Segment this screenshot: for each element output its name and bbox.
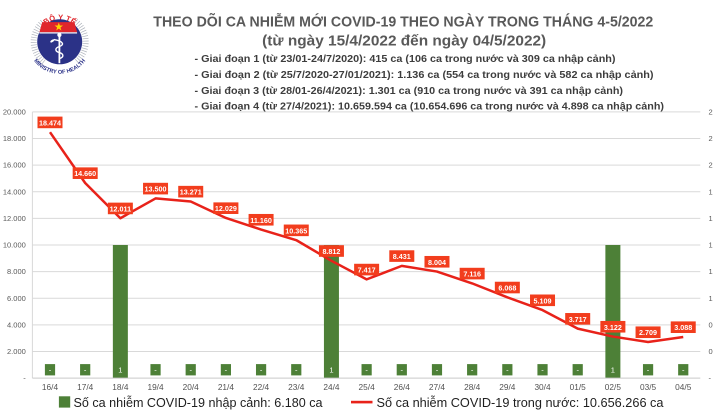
svg-text:7.417: 7.417: [358, 266, 376, 275]
svg-text:THEO DÕI CA NHIỄM MỚI COVID-19: THEO DÕI CA NHIỄM MỚI COVID-19 THEO NGÀY…: [153, 12, 653, 30]
svg-text:8.812: 8.812: [322, 247, 340, 256]
svg-text:21/4: 21/4: [218, 382, 235, 392]
svg-text:1: 1: [709, 241, 713, 250]
svg-text:13.271: 13.271: [180, 188, 202, 197]
svg-text:1: 1: [709, 187, 713, 196]
svg-text:16.000: 16.000: [3, 161, 26, 170]
svg-text:-: -: [295, 365, 298, 374]
svg-text:20/4: 20/4: [183, 382, 200, 392]
svg-text:- Giai đoạn 2 (từ 25/7/2020-27: - Giai đoạn 2 (từ 25/7/2020-27/01/2021):…: [195, 70, 654, 81]
svg-text:18/4: 18/4: [112, 382, 129, 392]
svg-text:2: 2: [709, 161, 713, 170]
svg-text:28/4: 28/4: [464, 382, 481, 392]
svg-text:30/4: 30/4: [534, 382, 551, 392]
svg-text:-: -: [436, 365, 439, 374]
svg-text:8.004: 8.004: [428, 258, 446, 267]
svg-text:27/4: 27/4: [429, 382, 446, 392]
svg-text:-: -: [506, 365, 509, 374]
svg-text:23/4: 23/4: [288, 382, 305, 392]
svg-text:-: -: [471, 365, 474, 374]
svg-text:-: -: [682, 365, 685, 374]
svg-text:-: -: [365, 365, 368, 374]
svg-text:6.068: 6.068: [498, 284, 516, 293]
svg-text:29/4: 29/4: [499, 382, 516, 392]
svg-text:18.000: 18.000: [3, 134, 26, 143]
svg-text:20.000: 20.000: [3, 108, 26, 117]
svg-text:1: 1: [118, 365, 122, 374]
svg-text:16/4: 16/4: [42, 382, 59, 392]
svg-text:-: -: [49, 365, 52, 374]
svg-text:8.431: 8.431: [393, 252, 411, 261]
svg-text:01/5: 01/5: [570, 382, 587, 392]
svg-text:-: -: [23, 374, 26, 383]
svg-text:3.122: 3.122: [604, 323, 622, 332]
svg-text:18.474: 18.474: [39, 118, 61, 127]
svg-text:0: 0: [709, 320, 713, 329]
svg-text:14.000: 14.000: [3, 187, 26, 196]
svg-text:03/5: 03/5: [640, 382, 657, 392]
svg-text:0: 0: [709, 347, 713, 356]
svg-text:10.365: 10.365: [285, 226, 307, 235]
svg-text:11.160: 11.160: [250, 216, 272, 225]
svg-text:25/4: 25/4: [359, 382, 376, 392]
svg-text:12.011: 12.011: [110, 204, 132, 213]
svg-text:7.116: 7.116: [463, 270, 481, 279]
svg-text:26/4: 26/4: [394, 382, 411, 392]
svg-text:-: -: [260, 365, 263, 374]
svg-text:12.029: 12.029: [215, 204, 237, 213]
svg-text:-: -: [541, 365, 544, 374]
svg-text:- Giai đoạn 4 (từ 27/4/2021):: - Giai đoạn 4 (từ 27/4/2021): 10.659.594…: [195, 102, 665, 113]
svg-text:2.000: 2.000: [7, 347, 26, 356]
svg-text:4.000: 4.000: [7, 320, 26, 329]
svg-text:8.000: 8.000: [7, 267, 26, 276]
svg-text:3.717: 3.717: [569, 315, 587, 324]
svg-text:Số ca nhiễm COVID-19 trong nướ: Số ca nhiễm COVID-19 trong nước: 10.656.…: [377, 395, 664, 410]
svg-text:- Giai đoạn 1 (từ 23/01-24/7/2: - Giai đoạn 1 (từ 23/01-24/7/2020): 415 …: [195, 54, 616, 65]
svg-text:-: -: [225, 365, 228, 374]
svg-text:1: 1: [329, 365, 333, 374]
svg-text:22/4: 22/4: [253, 382, 270, 392]
svg-text:1: 1: [709, 214, 713, 223]
svg-text:-: -: [709, 374, 712, 383]
svg-text:- Giai đoạn 3 (từ 28/01-26/4/2: - Giai đoạn 3 (từ 28/01-26/4/2021): 1.30…: [195, 86, 624, 97]
svg-text:5.109: 5.109: [534, 296, 552, 305]
svg-text:17/4: 17/4: [77, 382, 94, 392]
svg-text:-: -: [401, 365, 404, 374]
svg-text:2.709: 2.709: [639, 328, 657, 337]
svg-text:-: -: [84, 365, 87, 374]
svg-text:(từ ngày 15/4/2022 đến ngày 04: (từ ngày 15/4/2022 đến ngày 04/5/2022): [262, 33, 546, 49]
svg-text:3.088: 3.088: [674, 323, 692, 332]
svg-text:Số ca nhiễm COVID-19 nhập cảnh: Số ca nhiễm COVID-19 nhập cảnh: 6.180 ca: [74, 395, 323, 410]
svg-text:10.000: 10.000: [3, 241, 26, 250]
svg-text:13.500: 13.500: [145, 185, 167, 194]
svg-text:-: -: [576, 365, 579, 374]
svg-text:6.000: 6.000: [7, 294, 26, 303]
svg-text:02/5: 02/5: [605, 382, 622, 392]
svg-text:24/4: 24/4: [323, 382, 340, 392]
svg-text:1: 1: [709, 267, 713, 276]
svg-text:2: 2: [709, 108, 713, 117]
svg-text:1: 1: [611, 365, 615, 374]
svg-text:14.660: 14.660: [74, 169, 96, 178]
svg-text:2: 2: [709, 134, 713, 143]
svg-text:1: 1: [709, 294, 713, 303]
svg-text:-: -: [647, 365, 650, 374]
svg-text:-: -: [189, 365, 192, 374]
svg-text:04/5: 04/5: [675, 382, 692, 392]
svg-text:12.000: 12.000: [3, 214, 26, 223]
svg-text:19/4: 19/4: [147, 382, 164, 392]
svg-text:-: -: [154, 365, 157, 374]
